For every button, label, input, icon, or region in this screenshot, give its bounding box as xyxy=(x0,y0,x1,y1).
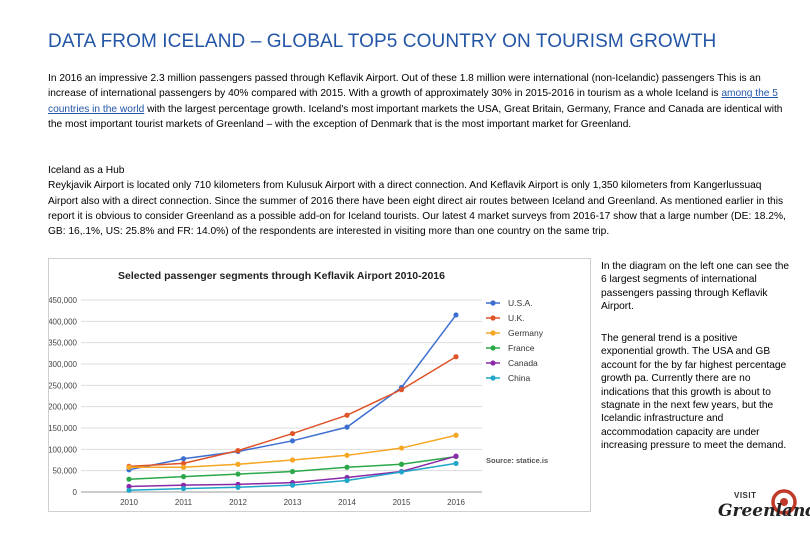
x-tick-label: 2011 xyxy=(175,498,193,507)
legend-swatch-marker xyxy=(490,315,496,321)
legend-swatch-marker xyxy=(490,360,496,366)
legend-label: France xyxy=(508,343,535,353)
data-point-uk xyxy=(289,430,296,437)
hub-heading: Iceland as a Hub xyxy=(48,165,125,176)
legend-label: U.K. xyxy=(508,313,525,323)
top5-countries-link[interactable]: among the 5 countries in the world xyxy=(48,88,778,115)
data-point-france xyxy=(126,476,132,482)
data-point-uk xyxy=(180,460,187,467)
data-point-usa xyxy=(344,424,350,430)
legend-swatch-marker xyxy=(490,375,496,381)
y-tick-label: 400,000 xyxy=(49,317,78,326)
data-point-canada xyxy=(453,453,459,459)
data-point-germany xyxy=(126,464,132,470)
data-point-france xyxy=(398,461,405,467)
data-point-china xyxy=(453,460,459,467)
y-tick-label: 300,000 xyxy=(49,360,78,369)
intro-text-start: In 2016 an impressive 2.3 million passen… xyxy=(48,73,761,100)
page-title: DATA FROM ICELAND – GLOBAL TOP5 COUNTRY … xyxy=(48,31,717,52)
intro-paragraph: In 2016 an impressive 2.3 million passen… xyxy=(48,71,790,132)
hub-body: Reykjavik Airport is located only 710 ki… xyxy=(48,180,786,238)
logo-greenland-text: Greenland xyxy=(718,501,810,521)
data-point-france xyxy=(289,468,296,475)
data-point-canada xyxy=(126,483,132,490)
x-tick-label: 2013 xyxy=(284,498,302,507)
trend-description: The general trend is a positive exponent… xyxy=(601,333,787,452)
legend-label: Germany xyxy=(508,328,544,338)
data-point-china xyxy=(126,487,132,493)
intro-text-end: with the largest percentage growth. Icel… xyxy=(48,103,783,130)
chart-title: Selected passenger segments through Kefl… xyxy=(118,270,445,282)
data-point-china xyxy=(235,484,241,490)
data-point-usa xyxy=(453,312,459,318)
data-point-germany xyxy=(453,432,459,438)
data-point-china xyxy=(180,485,187,492)
data-point-france xyxy=(235,471,241,477)
y-tick-label: 100,000 xyxy=(49,445,78,454)
data-point-china xyxy=(398,469,405,475)
x-tick-label: 2015 xyxy=(393,498,411,507)
x-tick-label: 2012 xyxy=(229,498,247,507)
visit-greenland-logo: VISIT Greenland xyxy=(708,484,810,534)
y-tick-label: 0 xyxy=(73,488,78,497)
chart-description: In the diagram on the left one can see t… xyxy=(601,261,790,313)
data-point-germany xyxy=(344,452,350,458)
data-point-germany xyxy=(180,464,187,470)
y-tick-label: 150,000 xyxy=(49,424,78,433)
chart-svg: Selected passenger segments through Kefl… xyxy=(49,270,548,507)
logo-emblem-icon xyxy=(771,489,797,515)
y-tick-label: 250,000 xyxy=(49,381,78,390)
series-line-uk xyxy=(128,356,457,468)
logo-visit-text: VISIT xyxy=(734,491,757,500)
data-point-germany xyxy=(235,461,241,467)
data-point-france xyxy=(344,464,350,470)
data-point-uk xyxy=(453,354,459,360)
legend-label: China xyxy=(508,373,530,383)
hub-paragraph: Iceland as a Hub Reykjavik Airport is loc… xyxy=(48,163,790,239)
y-tick-label: 50,000 xyxy=(53,467,78,476)
legend-label: Canada xyxy=(508,358,538,368)
legend-swatch-marker xyxy=(490,300,496,306)
legend-swatch-marker xyxy=(490,330,496,336)
data-point-usa xyxy=(289,438,296,444)
data-point-uk xyxy=(235,448,241,454)
x-tick-label: 2014 xyxy=(338,498,356,507)
data-point-china xyxy=(344,477,350,484)
y-tick-label: 450,000 xyxy=(49,296,78,305)
data-point-uk xyxy=(398,387,405,393)
data-point-germany xyxy=(289,457,296,463)
data-point-germany xyxy=(398,445,405,451)
x-tick-label: 2016 xyxy=(447,498,465,507)
legend-label: U.S.A. xyxy=(508,298,533,308)
data-point-china xyxy=(289,482,296,488)
passenger-chart: Selected passenger segments through Kefl… xyxy=(48,258,591,512)
data-point-france xyxy=(180,474,187,480)
legend-swatch-marker xyxy=(490,345,496,351)
data-point-usa xyxy=(180,456,187,462)
y-tick-label: 200,000 xyxy=(49,403,78,412)
data-point-uk xyxy=(344,412,350,418)
x-tick-label: 2010 xyxy=(120,498,138,507)
chart-source: Source: statice.is xyxy=(486,456,548,465)
y-tick-label: 350,000 xyxy=(49,339,78,348)
